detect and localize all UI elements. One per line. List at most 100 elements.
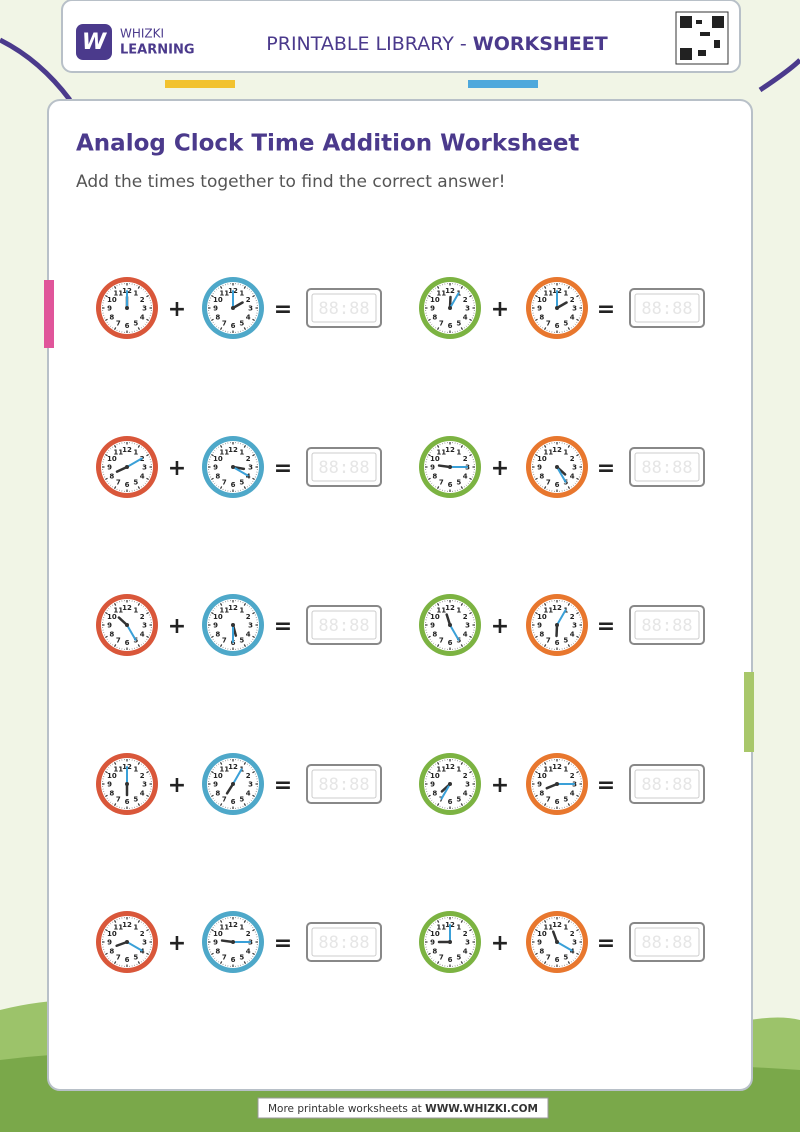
clock-tick — [535, 611, 538, 615]
clock-tick — [105, 611, 108, 615]
clock-tick — [429, 955, 431, 957]
clock-tick — [572, 642, 574, 644]
clock-number: 3 — [142, 464, 147, 472]
clock-tick — [433, 484, 435, 486]
clock-number: 11 — [436, 765, 446, 773]
clock-number: 11 — [219, 448, 229, 456]
clock-tick — [214, 450, 216, 452]
clock-number: 2 — [463, 296, 468, 304]
clock-tick — [105, 952, 108, 956]
clock-tick — [542, 486, 544, 488]
clock-tick — [212, 452, 214, 454]
plus-sign: + — [491, 297, 509, 322]
clock-tick — [435, 604, 437, 606]
clock-tick — [243, 762, 247, 765]
clock-tick — [243, 644, 247, 647]
clock-tick — [572, 448, 574, 450]
clock-tick — [250, 450, 252, 452]
clock-tick — [535, 635, 538, 639]
clock-number: 10 — [213, 772, 223, 780]
clock-tick — [428, 611, 431, 615]
minute-hand — [126, 457, 143, 468]
clock-tick — [243, 961, 247, 964]
clock-tick — [469, 638, 471, 640]
clock-number: 8 — [215, 630, 220, 638]
clock-tick — [543, 762, 547, 765]
clock-tick — [140, 803, 142, 805]
clock-number: 1 — [239, 448, 244, 456]
clock-tick — [576, 794, 579, 798]
clock-tick — [243, 803, 247, 806]
clock-tick — [463, 604, 465, 606]
clock-number: 9 — [213, 305, 218, 313]
clock-number: 9 — [213, 939, 218, 947]
clock-tick — [542, 327, 544, 329]
clock-number: 11 — [113, 765, 123, 773]
clock-number: 10 — [213, 930, 223, 938]
clock-tick — [144, 482, 146, 484]
clock-number: 5 — [456, 479, 461, 487]
clock-tick — [570, 803, 572, 805]
plus-sign: + — [168, 456, 186, 481]
clock-number: 10 — [537, 930, 547, 938]
clock-tick — [572, 325, 574, 327]
clock-tick — [144, 957, 146, 959]
clock-tick — [140, 961, 142, 963]
clock-tick — [542, 604, 544, 606]
clock-number: 12 — [445, 604, 455, 612]
clock-tick — [212, 293, 214, 295]
clock-tick — [142, 923, 144, 925]
clock-tick — [467, 482, 469, 484]
clock-tick — [536, 293, 538, 295]
clock-tick — [216, 448, 218, 450]
clock-center — [125, 306, 129, 310]
clock-tick — [106, 480, 108, 482]
clock-tick — [214, 925, 216, 927]
clock-tick — [469, 928, 472, 932]
content-panel — [47, 99, 753, 1091]
clock-tick — [567, 644, 571, 647]
clock-tick — [469, 610, 471, 612]
clock-number: 2 — [570, 772, 575, 780]
clock-center — [231, 306, 235, 310]
clock-tick — [113, 445, 117, 448]
clock-number: 7 — [439, 320, 444, 328]
clock-center — [231, 782, 235, 786]
problems: 121234567891011121234567891011+=88:88121… — [96, 277, 705, 973]
clock-number: 1 — [133, 448, 138, 456]
clock-number: 9 — [107, 464, 112, 472]
clock-tick — [540, 801, 542, 803]
clock-tick — [248, 801, 250, 803]
clock-tick — [463, 921, 465, 923]
clock-number: 8 — [109, 630, 114, 638]
clock-number: 9 — [430, 305, 435, 313]
clock-tick — [538, 608, 540, 610]
clock-number: 7 — [222, 320, 227, 328]
header-panel — [61, 0, 741, 73]
clock-number: 6 — [125, 322, 130, 330]
clock-tick — [112, 921, 114, 923]
clock-tick — [543, 803, 547, 806]
clock-tick — [112, 961, 114, 963]
clock-tick — [433, 289, 435, 291]
clock-tick — [250, 323, 252, 325]
clock-tick — [140, 763, 142, 765]
clock-number: 11 — [436, 606, 446, 614]
clock-tick — [576, 797, 578, 799]
minute-hand — [126, 941, 143, 952]
clock-tick — [142, 484, 144, 486]
answer-placeholder: 88:88 — [641, 299, 692, 319]
clock-number: 12 — [228, 604, 238, 612]
clock-tick — [574, 767, 576, 769]
clock-tick — [540, 448, 542, 450]
clock-tick — [113, 803, 117, 806]
footer-link[interactable]: WWW.WHIZKI.COM — [425, 1103, 538, 1115]
clock-tick — [216, 959, 218, 961]
clock-tick — [469, 611, 472, 615]
clock-tick — [146, 294, 149, 298]
clock-tick — [576, 294, 579, 298]
clock-tick — [252, 453, 255, 457]
clock-tick — [540, 959, 542, 961]
clock-number: 2 — [570, 930, 575, 938]
